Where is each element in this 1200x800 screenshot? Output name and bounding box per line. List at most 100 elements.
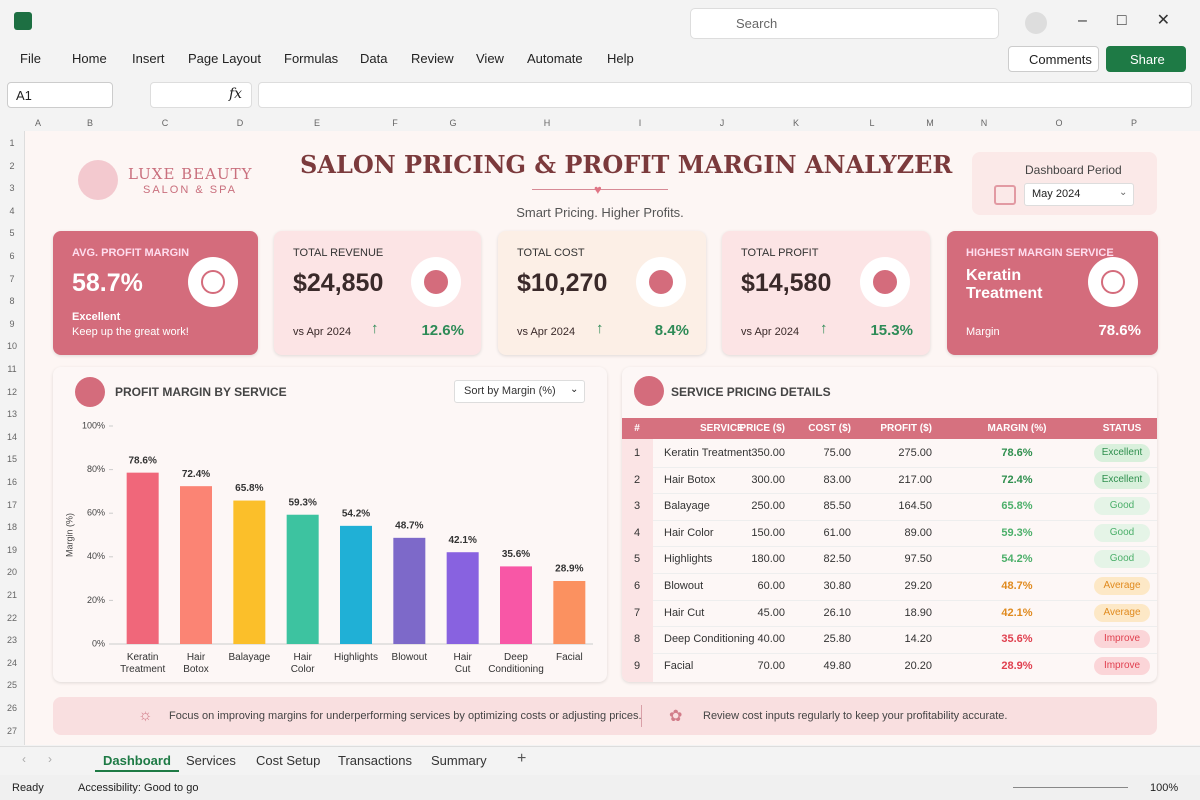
zoom-level: 100% xyxy=(1150,782,1179,794)
table-cell: 29.20 xyxy=(904,580,932,592)
row-divider xyxy=(653,466,1157,468)
column-header: C xyxy=(161,118,169,128)
y-tick-label: 40% xyxy=(87,551,105,561)
table-column-header: PRICE ($) xyxy=(739,423,785,434)
user-avatar[interactable] xyxy=(1025,12,1047,34)
search-box[interactable]: Search xyxy=(690,8,999,39)
table-cell: Balayage xyxy=(664,500,710,513)
row-header: 22 xyxy=(6,612,17,623)
rose-icon: ✿ xyxy=(669,708,683,725)
kpi-label: TOTAL REVENUE xyxy=(293,247,384,259)
chart-title: PROFIT MARGIN BY SERVICE xyxy=(115,385,287,399)
table-cell: 164.50 xyxy=(898,500,932,513)
menu-item[interactable]: File xyxy=(20,51,41,66)
status-text: Excellent xyxy=(1101,447,1143,458)
menu-item[interactable]: Insert xyxy=(132,51,165,66)
x-tick-label: Highlights xyxy=(334,652,378,663)
table-cell: 350.00 xyxy=(751,447,785,459)
table-column-header: MARGIN (%) xyxy=(987,423,1047,434)
menu-item[interactable]: Review xyxy=(411,51,454,66)
row-divider xyxy=(653,519,1157,521)
table-cell: 300.00 xyxy=(751,473,785,486)
table-cell: 40.00 xyxy=(757,633,785,646)
kpi-sub: vs Apr 2024 xyxy=(517,326,576,338)
share-button[interactable]: Share xyxy=(1106,46,1186,72)
comments-button[interactable]: Comments xyxy=(1008,46,1099,72)
bar xyxy=(553,580,586,644)
table-cell: 49.80 xyxy=(823,659,851,672)
sheet-tab[interactable]: Summary xyxy=(431,753,487,768)
status-ready: Ready xyxy=(12,782,44,794)
row-header: 20 xyxy=(6,567,17,578)
tab-nav[interactable]: ‹› xyxy=(22,752,74,766)
sheet-tab[interactable]: Services xyxy=(186,753,236,768)
table-cell: 250.00 xyxy=(751,500,785,513)
kpi-sub: vs Apr 2024 xyxy=(741,326,800,338)
zoom-slider[interactable] xyxy=(1013,787,1128,788)
name-box[interactable]: A1 xyxy=(7,82,113,108)
row-divider xyxy=(653,493,1157,495)
value-label: 72.4% xyxy=(182,469,210,480)
menu-item[interactable]: Help xyxy=(607,51,634,66)
table-cell: 180.00 xyxy=(751,553,785,566)
add-sheet[interactable]: + xyxy=(517,750,527,767)
table-cell: Blowout xyxy=(664,580,704,592)
row-header: 6 xyxy=(9,251,15,261)
kpi-sub: vs Apr 2024 xyxy=(293,326,352,338)
menu-item[interactable]: Home xyxy=(72,51,107,66)
margin-cell: 48.7% xyxy=(1001,580,1033,592)
sort-dropdown[interactable]: Sort by Margin (%) ⌄ xyxy=(454,380,585,403)
period-dropdown[interactable]: May 2024 ⌄ xyxy=(1024,183,1134,206)
kpi-change: 12.6% xyxy=(421,322,464,339)
status-pill: Excellent xyxy=(1094,444,1150,462)
table-cell: 75.00 xyxy=(823,447,851,459)
kpi-card: TOTAL COST $10,270 vs Apr 2024 8.4% ↑ xyxy=(498,231,706,355)
menu-item[interactable]: View xyxy=(476,51,504,66)
row-divider xyxy=(653,626,1157,628)
sheet-tabs: ‹› Dashboard Services Cost Setup Transaction… xyxy=(0,746,1200,775)
value-label: 78.6% xyxy=(128,455,156,466)
table-cell: 25.80 xyxy=(823,633,851,646)
sheet-tab[interactable]: Cost Setup xyxy=(256,753,321,768)
brand-sub: SALON & SPA xyxy=(143,184,237,196)
column-header: I xyxy=(638,118,642,128)
margin-cell: 78.6% xyxy=(1001,447,1033,459)
table-cell: 30.80 xyxy=(823,580,851,592)
formula-bar[interactable] xyxy=(258,82,1192,108)
row-header: 10 xyxy=(6,341,17,352)
table-header xyxy=(622,418,1157,439)
menu-item[interactable]: Formulas xyxy=(284,51,339,66)
status-text: Good xyxy=(1109,500,1135,512)
kpi-sub: Margin xyxy=(966,326,1000,338)
search-text: Search xyxy=(736,16,778,31)
kpi-icon-core xyxy=(649,270,673,294)
table-cell: 20.20 xyxy=(904,659,932,672)
margin-cell: 65.8% xyxy=(1001,500,1033,513)
table-cell: 82.50 xyxy=(823,553,851,566)
y-tick-label: 100% xyxy=(82,420,105,430)
bar xyxy=(446,552,479,644)
menu-item[interactable]: Data xyxy=(360,51,388,66)
kpi-change: 8.4% xyxy=(654,322,689,339)
sheet-tab[interactable]: Transactions xyxy=(338,753,412,768)
tip-text: Review cost inputs regularly to keep you… xyxy=(703,710,1008,722)
table-column-header: STATUS xyxy=(1102,423,1142,434)
sheet-tab[interactable]: Dashboard xyxy=(95,753,179,772)
x-tick-label: Keratin Treatment xyxy=(120,652,165,675)
table-icon xyxy=(634,376,664,406)
name-box-text: A1 xyxy=(16,88,32,103)
kpi-value: 58.7% xyxy=(72,269,143,297)
kpi-value: $10,270 xyxy=(517,269,608,297)
status-text: Excellent xyxy=(1101,473,1143,485)
column-header: L xyxy=(869,118,875,128)
column-header: N xyxy=(980,118,988,128)
kpi-card: TOTAL REVENUE $24,850 vs Apr 2024 12.6% ↑ xyxy=(274,231,481,355)
x-tick-label: Blowout xyxy=(392,652,428,663)
status-accessibility[interactable]: Accessibility: Good to go xyxy=(78,782,199,794)
window-controls[interactable]: –□✕ xyxy=(1078,12,1200,29)
row-headers xyxy=(0,131,25,745)
row-divider xyxy=(653,599,1157,601)
menu-item[interactable]: Automate xyxy=(527,51,583,66)
table-cell: Hair Cut xyxy=(664,606,705,619)
menu-item[interactable]: Page Layout xyxy=(188,51,262,66)
